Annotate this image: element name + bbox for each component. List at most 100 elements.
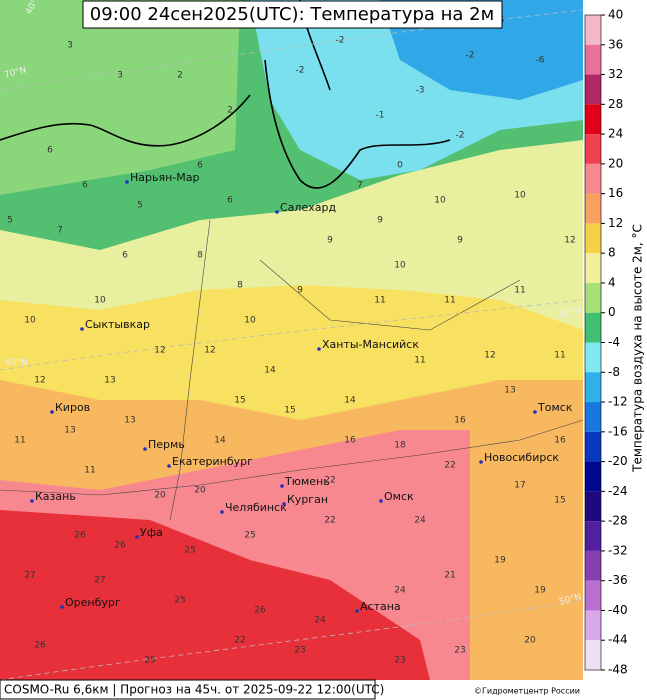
grid-value: 3 [117, 71, 123, 81]
grid-value: -2 [456, 131, 465, 141]
grid-value: 11 [374, 296, 385, 306]
city-dot [479, 460, 483, 464]
grid-value: 13 [124, 416, 135, 426]
grid-value: 24 [394, 586, 406, 596]
grid-value: 6 [227, 196, 233, 206]
colorbar-band [585, 342, 601, 373]
city-dot [220, 510, 224, 514]
grid-value: 8 [197, 251, 203, 261]
colorbar: 4036322824201612840-4-8-12-16-20-24-28-3… [584, 8, 628, 677]
graticule-line [0, 9, 584, 91]
colorbar-tick-label: -4 [608, 335, 620, 349]
borders [0, 219, 584, 521]
grid-value: -2 [296, 66, 305, 76]
city-label: Оренбург [65, 596, 121, 609]
grid-value: 21 [444, 571, 455, 581]
city-dot [282, 502, 286, 506]
city-dot [167, 464, 171, 468]
colorbar-tick-label: 16 [608, 186, 623, 200]
footer: COSMO-Ru 6,6км | Прогноз на 45ч. от 2025… [4, 683, 384, 697]
grid-value: 25 [244, 531, 255, 541]
city-label: Омск [384, 490, 414, 503]
colorbar-tick-label: -44 [608, 633, 628, 647]
colorbar-band [585, 640, 601, 670]
grid-value: 5 [137, 201, 143, 211]
city-dot [355, 609, 359, 613]
colorbar-tick-label: 28 [608, 97, 623, 111]
grid-value: 13 [64, 426, 75, 436]
grid-value: 18 [394, 441, 406, 451]
coastline [0, 94, 251, 147]
city-label: Челябинск [225, 501, 287, 514]
colorbar-band [585, 402, 601, 432]
map-fields [0, 0, 583, 680]
colorbar-tick-label: 24 [608, 127, 623, 141]
city-dot [143, 447, 147, 451]
grid-value: 9 [457, 236, 463, 246]
graticule-line [0, 599, 584, 681]
coastline [264, 59, 451, 189]
grid-value: 11 [84, 466, 95, 476]
colorbar-tick-label: 0 [608, 305, 616, 319]
colorbar-band [585, 491, 601, 522]
colorbar-tick-label: -20 [608, 454, 628, 468]
colorbar-band [585, 104, 601, 135]
grid-value: 15 [234, 396, 245, 406]
colorbar-band [585, 74, 601, 105]
colorbar-tick-label: 32 [608, 67, 623, 81]
grid-value: 13 [104, 376, 115, 386]
colorbar-tick-label: -32 [608, 543, 628, 557]
grid-value: 14 [344, 396, 356, 406]
grid-value: 27 [94, 576, 105, 586]
grid-value: 20 [524, 636, 536, 646]
grid-value: 20 [194, 486, 206, 496]
city-dot [125, 180, 129, 184]
colorbar-label: Температура воздуха на высоте 2м, °С [631, 224, 645, 473]
grid-value: 26 [34, 641, 46, 651]
grid-value: 25 [174, 596, 185, 606]
grid-value: -1 [376, 111, 385, 121]
border [169, 219, 211, 521]
grid-value: -2 [336, 36, 345, 46]
grid-value: 16 [554, 436, 566, 446]
city-dot [280, 484, 284, 488]
grid-value: 11 [14, 436, 25, 446]
city-label: Киров [55, 401, 90, 414]
colorbar-band [585, 550, 601, 581]
colorbar-band [585, 223, 601, 254]
colorbar-tick-label: -36 [608, 573, 628, 587]
city-dot [379, 499, 383, 503]
grid-value: 19 [534, 586, 546, 596]
grid-value: 23 [294, 646, 305, 656]
colorbar-tick-label: 20 [608, 156, 623, 170]
grid-value: 12 [564, 236, 575, 246]
city-label: Казань [35, 490, 76, 503]
colorbar-band [585, 461, 601, 492]
footer-box [0, 679, 376, 700]
city-label: Пермь [148, 438, 185, 451]
colorbar-tick-label: 12 [608, 216, 623, 230]
grid-value: 22 [324, 516, 335, 526]
grid-value: -2 [466, 51, 475, 61]
colorbar-band [585, 312, 601, 343]
title-box [82, 0, 503, 29]
colorbar-band [585, 44, 601, 75]
grid-value: 14 [214, 436, 226, 446]
colorbar-band [585, 580, 601, 611]
border [259, 259, 521, 331]
grid-value: 12 [154, 346, 165, 356]
title: 09:00 24сен2025(UTC): Температура на 2м [90, 4, 494, 25]
grid-value: 19 [494, 556, 506, 566]
colorbar-tick-label: -28 [608, 514, 628, 528]
graticule [0, 9, 584, 681]
grid-value: 13 [504, 386, 515, 396]
grid-value: 2 [227, 106, 233, 116]
grid-value: -3 [416, 86, 425, 96]
grid-value: 15 [554, 496, 565, 506]
city-dot [317, 347, 321, 351]
grid-value: 23 [394, 656, 405, 666]
grid-value: 20 [154, 491, 166, 501]
city-label: Ханты-Мансийск [322, 338, 419, 351]
grid-value: 7 [357, 181, 363, 191]
